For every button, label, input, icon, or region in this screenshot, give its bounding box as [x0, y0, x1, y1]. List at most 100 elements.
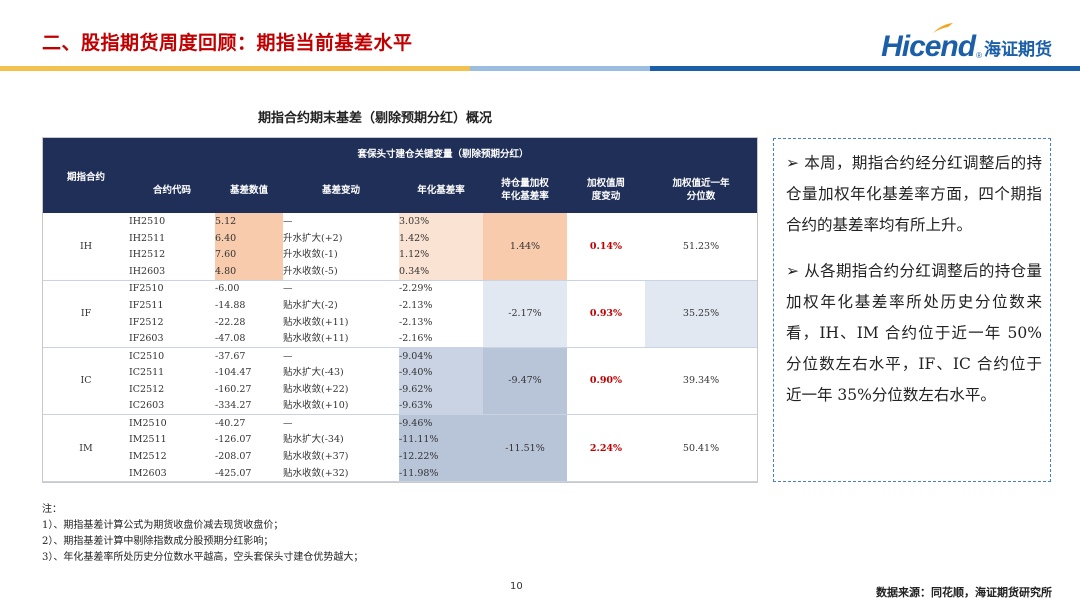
basis-value: 5.12: [215, 213, 283, 230]
basis-change: 贴水收敛(+11): [283, 330, 399, 348]
weighted-annual-basis: -2.17%: [483, 280, 567, 348]
annualized-basis-rate: 0.34%: [399, 263, 483, 281]
basis-value: -22.28: [215, 313, 283, 331]
contract-code: IM2510: [129, 417, 167, 429]
weighted-percentile: 50.41%: [645, 414, 758, 483]
basis-change: 升水收敛(-5): [283, 263, 399, 281]
column-header: 加权值周 度变动: [567, 167, 645, 213]
page-number: 10: [510, 581, 523, 592]
contract-group-label: IH: [43, 213, 129, 281]
basis-change: 贴水收敛(+11): [283, 316, 349, 328]
table-row: IM IM2510 -40.27— -9.46% -11.51% 2.24% 50.41%: [43, 414, 758, 483]
basis-value: -40.27: [215, 414, 283, 432]
table-row: IF2603 -47.08 贴水收敛(+11) -2.16%: [43, 330, 757, 348]
column-header: 加权值近一年 分位数: [645, 167, 758, 213]
column-header: 持仓量加权 年化基差率: [483, 167, 567, 213]
basis-value: -160.27: [215, 380, 283, 398]
contract-code: IM2603: [129, 464, 215, 483]
table-row: IM2603 -425.07 贴水收敛(+32) -11.98%: [43, 464, 757, 483]
table-row: IC2603 -334.27 贴水收敛(+10) -9.63%: [43, 397, 757, 416]
logo-registered-mark: ®: [976, 51, 982, 60]
table-row: IC IC2510 -37.67— -9.04% -9.47% 0.90% 39.34%: [43, 347, 758, 416]
table-row: IF2511 -14.88 贴水扩大(-2) -2.13%: [43, 296, 757, 314]
commentary-paragraph-2: ➢ 从各期指合约分红调整后的持仓量加权年化基差率所处历史分位数来看，IH、IM …: [786, 262, 1042, 404]
basis-change: 升水扩大(+2): [283, 232, 343, 244]
footnote-item: 2）、期指基差计算中剔除指数成分股预期分红影响；: [42, 536, 274, 547]
weighted-weekly-change: 0.93%: [567, 280, 645, 348]
basis-change: —: [283, 350, 293, 362]
basis-change: —: [283, 215, 293, 227]
annualized-basis-rate: -12.22%: [399, 448, 483, 465]
table-row: IM2511 -126.07 贴水扩大(-34) -11.11%: [43, 431, 757, 449]
table-row: IH IH2510 5.12— 3.03% 1.44% 0.14% 51.23%: [43, 213, 758, 281]
table-row: IH2512 7.60 升水收敛(-1) 1.12%: [43, 246, 757, 264]
table-row: IH2603 4.80 升水收敛(-5) 0.34%: [43, 263, 757, 281]
annualized-basis-rate: -9.63%: [399, 397, 483, 416]
contract-code: IH2603: [129, 263, 215, 281]
basis-change: 贴水扩大(-34): [283, 434, 344, 446]
footnotes-heading: 注：: [42, 504, 62, 515]
contract-group-label: IM: [43, 414, 129, 483]
weighted-percentile: 39.34%: [645, 347, 758, 416]
contract-code: IF2512: [129, 316, 164, 328]
contract-code: IC2603: [129, 397, 215, 416]
basis-value: -104.47: [215, 364, 283, 381]
column-header: 年化基差率: [399, 167, 483, 213]
basis-value: 4.80: [215, 263, 283, 281]
annualized-basis-rate: -9.04%: [399, 347, 483, 365]
basis-value: -14.88: [215, 296, 283, 314]
table-row: IF IF2510 -6.00— -2.29% -2.17% 0.93% 35.25%: [43, 280, 758, 348]
weighted-annual-basis: -11.51%: [483, 414, 567, 483]
weighted-weekly-change: 0.14%: [567, 213, 645, 281]
logo-wordmark: Hicend: [881, 30, 976, 63]
contract-code: IH2510: [129, 215, 166, 227]
logo-swoosh-icon: [933, 23, 953, 33]
contract-code: IC2511: [129, 367, 165, 379]
table-row: IC2512 -160.27 贴水收敛(+22) -9.62%: [43, 380, 757, 398]
contract-group-label: IF: [43, 280, 129, 348]
table-row: IC2511 -104.47 贴水扩大(-43) -9.40%: [43, 364, 757, 381]
basis-value: -126.07: [215, 431, 283, 449]
basis-change: —: [283, 417, 293, 429]
annualized-basis-rate: -11.98%: [399, 464, 483, 483]
basis-value: -47.08: [215, 330, 283, 348]
annualized-basis-rate: -2.13%: [399, 296, 483, 314]
basis-value: -208.07: [215, 448, 283, 465]
basis-change: 升水收敛(-1): [283, 249, 338, 261]
column-header: 基差变动: [283, 167, 399, 213]
footnote-item: 1）、期指基差计算公式为期货收盘价减去现货收盘价；: [42, 520, 284, 531]
annualized-basis-rate: -9.62%: [399, 380, 483, 398]
annualized-basis-rate: 3.03%: [399, 213, 483, 230]
weighted-annual-basis: 1.44%: [483, 213, 567, 281]
table-row: IM2512 -208.07 贴水收敛(+37) -12.22%: [43, 448, 757, 465]
basis-value: 6.40: [215, 229, 283, 247]
basis-value: 7.60: [215, 246, 283, 264]
annualized-basis-rate: -2.13%: [399, 313, 483, 331]
column-header: 基差数值: [215, 167, 283, 213]
table-title: 期指合约期末基差（剔除预期分红）概况: [258, 111, 493, 126]
basis-change: —: [283, 283, 293, 295]
annualized-basis-rate: -9.40%: [399, 364, 483, 381]
contract-code: IH2512: [129, 249, 166, 261]
weighted-percentile: 51.23%: [645, 213, 758, 281]
header-stripe: [0, 66, 1080, 71]
weighted-weekly-change: 0.90%: [567, 347, 645, 416]
data-source: 数据来源：同花顺，海证期货研究所: [876, 586, 1052, 599]
annualized-basis-rate: -9.46%: [399, 414, 483, 432]
contract-code: IM2511: [129, 434, 167, 446]
footnotes: 注： 1）、期指基差计算公式为期货收盘价减去现货收盘价； 2）、期指基差计算中剔…: [42, 502, 363, 566]
logo-chinese-name: 海证期货: [984, 40, 1052, 60]
contract-code: IH2511: [129, 232, 166, 244]
slide-title: 二、股指期货周度回顾：期指当前基差水平: [42, 32, 413, 54]
contract-code: IC2512: [129, 383, 165, 395]
basis-change: 贴水收敛(+32): [283, 464, 399, 483]
column-header: 合约代码: [129, 167, 215, 213]
basis-value: -6.00: [215, 280, 283, 297]
contract-code: IF2511: [129, 299, 164, 311]
basis-change: 贴水收敛(+22): [283, 383, 349, 395]
header-main: 套保头寸建仓关键变量（剔除预期分红）: [129, 138, 758, 167]
annualized-basis-rate: -2.29%: [399, 280, 483, 297]
basis-table: 期指合约 套保头寸建仓关键变量（剔除预期分红） 合约代码 基差数值 基差变动 年…: [43, 138, 758, 483]
contract-group-label: IC: [43, 347, 129, 416]
contract-code: IF2603: [129, 330, 215, 348]
